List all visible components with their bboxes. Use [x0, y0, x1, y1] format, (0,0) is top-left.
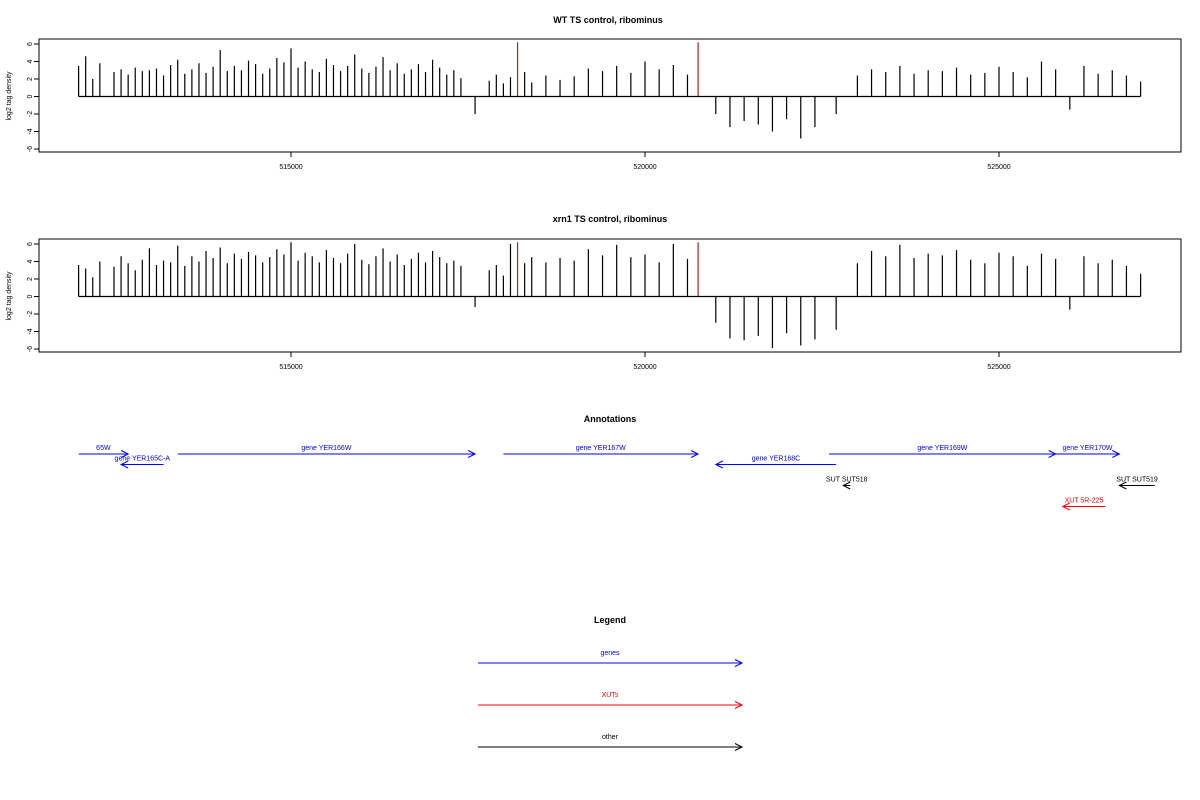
panel-title: xrn1 TS control, ribominus [553, 214, 668, 224]
y-tick-label: 6 [27, 242, 34, 246]
x-axis-ticks: 515000 520000 525000 [279, 352, 1011, 371]
feature-arrow: gene YER168C [714, 456, 837, 469]
x-tick-label: 525000 [987, 164, 1010, 171]
feature-label: XUT 5R-225 [1065, 498, 1104, 505]
arrow-head [734, 659, 744, 667]
arrow-head [734, 743, 744, 751]
arrow-head [1118, 481, 1127, 490]
y-tick-label: 2 [27, 77, 34, 81]
y-tick-label: -4 [27, 328, 34, 334]
y-axis-ticks: -6 -4 -2 0 2 4 6 [27, 242, 39, 352]
feature-label: gene YER168C [752, 456, 801, 463]
feature-arrow: SUT SUT519 [1116, 477, 1158, 490]
y-tick-label: -6 [27, 146, 34, 152]
x-tick-label: 515000 [279, 364, 302, 371]
y-tick-label: -4 [27, 128, 34, 134]
arrow-head [734, 701, 744, 709]
arrow-head [714, 460, 724, 469]
x-tick-label: 515000 [279, 164, 302, 171]
y-tick-label: 0 [27, 294, 34, 298]
legend-item: other [478, 734, 744, 751]
y-tick-label: -2 [27, 311, 34, 317]
feature-label: gene YER170W [1062, 445, 1112, 452]
feature-label: SUT SUT518 [826, 477, 868, 484]
y-axis-label: log2 tag density [6, 271, 13, 321]
panel-title: WT TS control, ribominus [553, 15, 663, 25]
feature-arrows: 65W gene YER165C-A gene YER166W gene YER167… [78, 445, 1158, 511]
site-markers [516, 242, 699, 297]
feature-arrow: gene YER169W [829, 445, 1057, 458]
y-axis-label: log2 tag density [6, 71, 13, 121]
legend-label: genes [600, 650, 620, 657]
y-tick-label: 2 [27, 277, 34, 281]
legend-label: other [602, 734, 619, 741]
arrow-head [119, 460, 129, 469]
arrow-head [467, 450, 477, 458]
feature-label: gene YER167W [576, 445, 626, 452]
x-tick-label: 520000 [633, 364, 656, 371]
x-tick-label: 520000 [633, 164, 656, 171]
feature-arrow: XUT 5R-225 [1061, 498, 1106, 511]
feature-arrow: 65W [78, 445, 130, 458]
y-tick-label: 4 [27, 59, 34, 63]
arrow-head [1112, 450, 1121, 458]
x-tick-label: 525000 [987, 364, 1010, 371]
y-tick-label: 4 [27, 259, 34, 263]
y-tick-label: 0 [27, 94, 34, 98]
wt-density-panel: WT TS control, ribominus log2 tag densit… [6, 15, 1182, 171]
site-markers [516, 42, 699, 97]
feature-arrow: gene YER165C-A [115, 456, 171, 469]
y-tick-label: -2 [27, 111, 34, 117]
legend-title: Legend [594, 615, 626, 625]
density-bars [77, 48, 1142, 139]
annotation-track: Annotations 65W gene YER165C-A gene YER166… [78, 414, 1158, 511]
feature-arrow: SUT SUT518 [826, 477, 868, 490]
annotations-title: Annotations [584, 414, 637, 424]
legend-label: XUTs [602, 692, 619, 699]
feature-label: gene YER169W [917, 445, 967, 452]
y-tick-label: 6 [27, 42, 34, 46]
density-bars [77, 242, 1142, 349]
legend-item: genes [478, 650, 744, 667]
feature-label: gene YER166W [301, 445, 351, 452]
y-tick-label: -6 [27, 346, 34, 352]
legend-items: genes XUTs other [478, 650, 744, 751]
arrow-head [842, 481, 851, 490]
feature-label: SUT SUT519 [1116, 477, 1158, 484]
feature-arrow: gene YER170W [1055, 445, 1121, 458]
arrow-head [690, 450, 700, 458]
legend: Legend genes XUTs other [478, 615, 744, 751]
arrow-head [120, 450, 130, 458]
x-axis-ticks: 515000 520000 525000 [279, 152, 1011, 171]
plot-frame [38, 238, 1182, 353]
xrn1-density-panel: xrn1 TS control, ribominus log2 tag dens… [6, 214, 1182, 371]
feature-label: gene YER165C-A [115, 456, 171, 463]
feature-arrow: gene YER167W [503, 445, 700, 458]
plot-frame [38, 38, 1182, 153]
y-axis-ticks: -6 -4 -2 0 2 4 6 [27, 42, 39, 152]
feature-label: 65W [96, 445, 111, 452]
feature-arrow: gene YER166W [177, 445, 477, 458]
arrow-head [1061, 502, 1070, 511]
legend-item: XUTs [478, 692, 744, 709]
